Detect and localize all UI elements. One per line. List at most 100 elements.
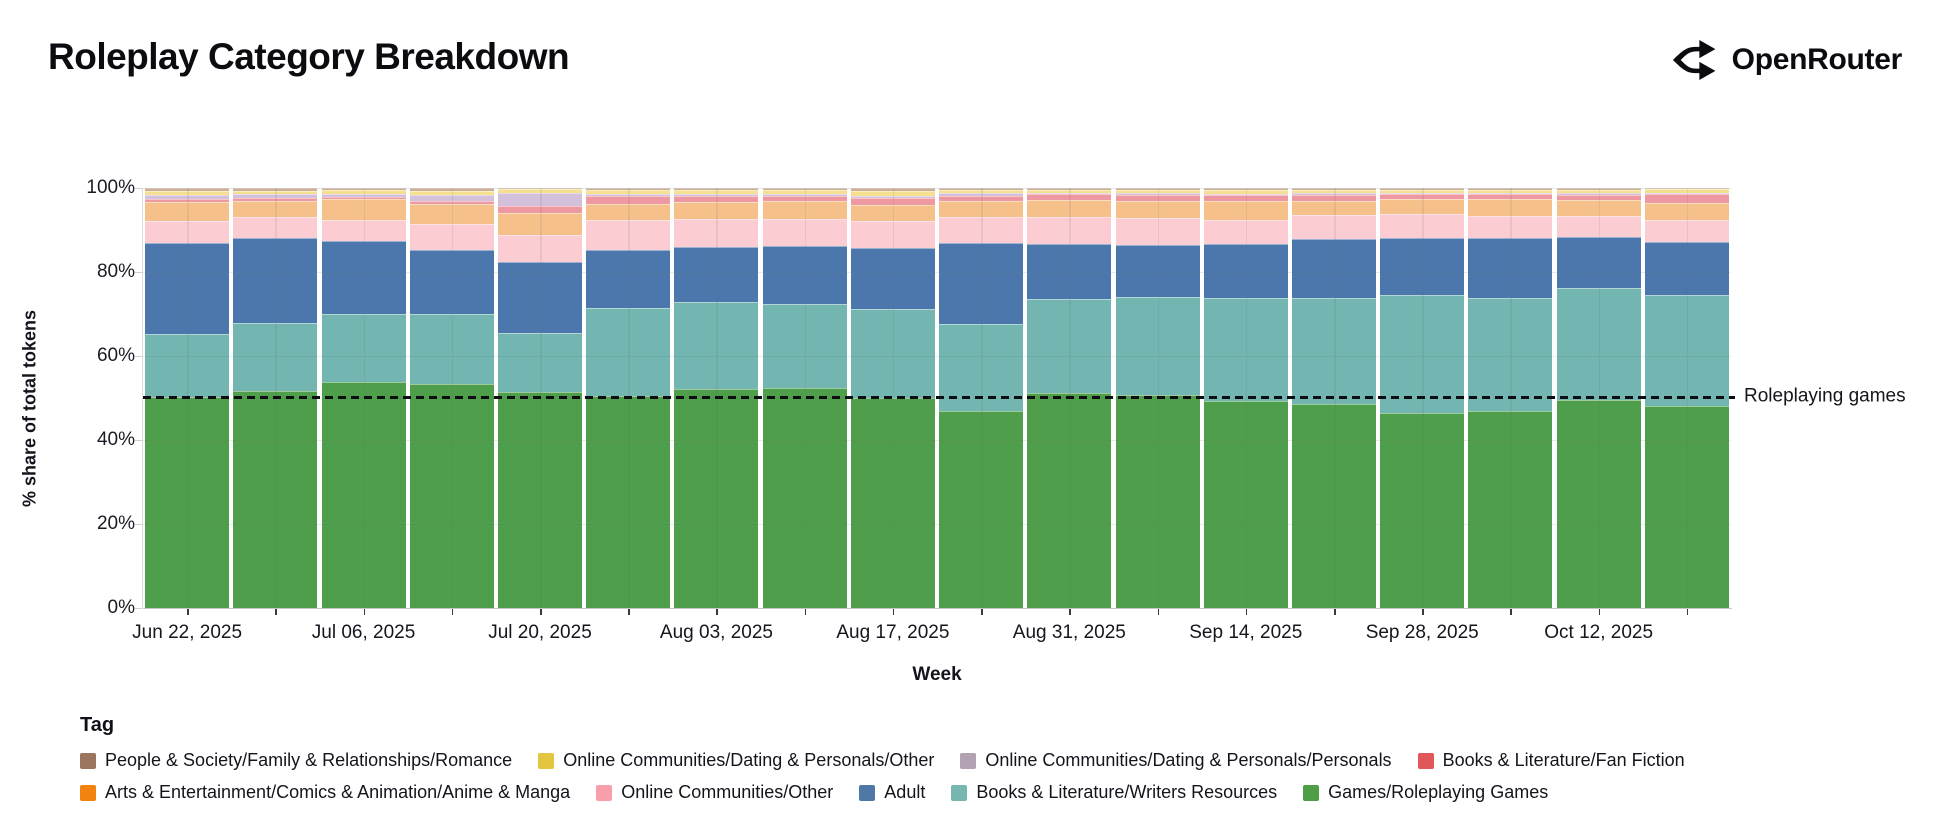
segment[interactable]	[233, 188, 318, 191]
bar-week-jul-06-2025[interactable]	[321, 188, 406, 608]
segment[interactable]	[1115, 395, 1200, 608]
segment[interactable]	[939, 411, 1024, 608]
segment[interactable]	[586, 203, 671, 220]
segment[interactable]	[497, 212, 582, 235]
segment[interactable]	[1291, 189, 1376, 194]
bar-week-jul-27-2025[interactable]	[586, 188, 671, 608]
segment[interactable]	[1468, 238, 1553, 299]
segment[interactable]	[762, 201, 847, 219]
segment[interactable]	[1115, 189, 1200, 194]
segment[interactable]	[1115, 200, 1200, 218]
segment[interactable]	[1027, 392, 1112, 608]
segment[interactable]	[762, 195, 847, 202]
segment[interactable]	[1115, 194, 1200, 201]
legend-item[interactable]: Adult	[859, 782, 925, 803]
segment[interactable]	[145, 188, 230, 192]
bar-week-aug-17-2025[interactable]	[850, 188, 935, 608]
segment[interactable]	[145, 333, 230, 397]
segment[interactable]	[1468, 410, 1553, 608]
segment[interactable]	[233, 390, 318, 608]
segment[interactable]	[939, 195, 1024, 202]
segment[interactable]	[939, 190, 1024, 194]
segment[interactable]	[1027, 199, 1112, 218]
segment[interactable]	[321, 240, 406, 314]
segment[interactable]	[762, 303, 847, 388]
segment[interactable]	[1556, 200, 1641, 217]
segment[interactable]	[1468, 193, 1553, 199]
segment[interactable]	[409, 188, 494, 191]
bar-week-sep-07-2025[interactable]	[1115, 188, 1200, 608]
segment[interactable]	[1203, 190, 1288, 194]
segment[interactable]	[1027, 192, 1112, 195]
segment[interactable]	[586, 188, 671, 190]
segment[interactable]	[674, 196, 759, 202]
segment[interactable]	[762, 245, 847, 304]
segment[interactable]	[1291, 200, 1376, 215]
segment[interactable]	[586, 396, 671, 608]
bar-week-oct-19-2025[interactable]	[1644, 188, 1729, 608]
segment[interactable]	[233, 216, 318, 239]
segment[interactable]	[145, 191, 230, 195]
segment[interactable]	[850, 221, 935, 248]
segment[interactable]	[1468, 192, 1553, 194]
segment[interactable]	[1380, 193, 1465, 200]
legend-item[interactable]: Online Communities/Other	[596, 782, 833, 803]
segment[interactable]	[1203, 298, 1288, 401]
segment[interactable]	[586, 219, 671, 251]
segment[interactable]	[939, 243, 1024, 325]
segment[interactable]	[1644, 202, 1729, 221]
segment[interactable]	[1644, 242, 1729, 295]
segment[interactable]	[1291, 298, 1376, 404]
segment[interactable]	[1291, 238, 1376, 299]
segment[interactable]	[497, 192, 582, 207]
legend-item[interactable]: Online Communities/Dating & Personals/Ot…	[538, 750, 934, 771]
segment[interactable]	[1380, 199, 1465, 215]
segment[interactable]	[233, 200, 318, 217]
segment[interactable]	[1556, 399, 1641, 608]
segment[interactable]	[1115, 296, 1200, 396]
segment[interactable]	[409, 195, 494, 202]
segment[interactable]	[762, 193, 847, 196]
segment[interactable]	[850, 398, 935, 608]
segment[interactable]	[1644, 193, 1729, 195]
segment[interactable]	[1644, 194, 1729, 203]
segment[interactable]	[145, 221, 230, 243]
segment[interactable]	[321, 199, 406, 221]
bar-week-jul-13-2025[interactable]	[409, 188, 494, 608]
segment[interactable]	[1644, 189, 1729, 194]
bar-week-sep-21-2025[interactable]	[1291, 188, 1376, 608]
segment[interactable]	[674, 201, 759, 220]
segment[interactable]	[1115, 193, 1200, 195]
segment[interactable]	[1291, 214, 1376, 239]
segment[interactable]	[1468, 188, 1553, 190]
segment[interactable]	[1556, 287, 1641, 400]
segment[interactable]	[674, 388, 759, 608]
segment[interactable]	[1380, 189, 1465, 193]
segment[interactable]	[1203, 188, 1288, 191]
segment[interactable]	[1644, 405, 1729, 608]
segment[interactable]	[1556, 189, 1641, 194]
segment[interactable]	[1027, 217, 1112, 245]
segment[interactable]	[1203, 400, 1288, 608]
segment[interactable]	[1291, 188, 1376, 190]
segment[interactable]	[850, 190, 935, 196]
bar-week-sep-14-2025[interactable]	[1203, 188, 1288, 608]
segment[interactable]	[1115, 217, 1200, 245]
segment[interactable]	[850, 247, 935, 309]
segment[interactable]	[321, 193, 406, 197]
segment[interactable]	[1115, 188, 1200, 190]
segment[interactable]	[1644, 188, 1729, 190]
segment[interactable]	[497, 392, 582, 608]
segment[interactable]	[586, 250, 671, 308]
segment[interactable]	[1203, 193, 1288, 196]
segment[interactable]	[497, 332, 582, 393]
segment[interactable]	[674, 219, 759, 247]
segment[interactable]	[1468, 189, 1553, 193]
bar-week-oct-12-2025[interactable]	[1556, 188, 1641, 608]
segment[interactable]	[1644, 220, 1729, 243]
segment[interactable]	[674, 190, 759, 194]
segment[interactable]	[145, 194, 230, 200]
segment[interactable]	[939, 217, 1024, 244]
segment[interactable]	[1380, 412, 1465, 608]
bar-week-aug-03-2025[interactable]	[674, 188, 759, 608]
